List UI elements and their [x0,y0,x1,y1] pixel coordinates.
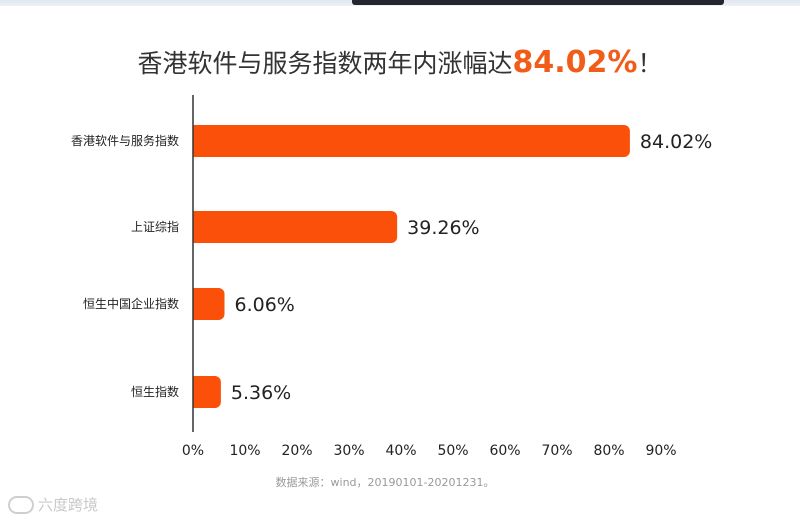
x-tick-label: 80% [593,443,624,459]
category-label: 上证综指 [131,219,179,234]
category-label: 恒生中国企业指数 [83,296,179,311]
chart-title-highlight: 84.02% [512,45,638,80]
x-tick-label: 10% [229,443,260,459]
x-tick-label: 70% [541,443,572,459]
x-tick-label: 0% [182,443,204,459]
data-label: 6.06% [235,294,295,316]
watermark-text: 六度跨境 [38,496,99,514]
x-tick-label: 50% [437,443,468,459]
x-tick-label: 40% [385,443,416,459]
bar [193,125,630,157]
category-label: 香港软件与服务指数 [71,133,179,148]
source-note: 数据来源：wind，20190101-20201231。 [275,476,495,489]
chart-title-suffix: ！ [637,49,663,78]
watermark: 六度跨境 [8,494,98,515]
data-label: 5.36% [231,382,291,404]
x-tick-label: 90% [645,443,676,459]
data-label: 39.26% [407,217,479,239]
x-tick-label: 20% [281,443,312,459]
top-strip-dark-bar [352,0,724,5]
category-label: 恒生指数 [131,384,179,399]
data-label: 84.02% [640,131,712,153]
bar [193,211,398,243]
bar [193,288,225,320]
watermark-logo-icon [8,495,34,514]
x-tick-label: 60% [489,443,520,459]
x-tick-label: 30% [333,443,364,459]
chart-title-prefix: 香港软件与服务指数两年内涨幅达 [137,49,513,78]
chart-title: 香港软件与服务指数两年内涨幅达84.02%！ [0,44,800,80]
bar [193,376,221,408]
